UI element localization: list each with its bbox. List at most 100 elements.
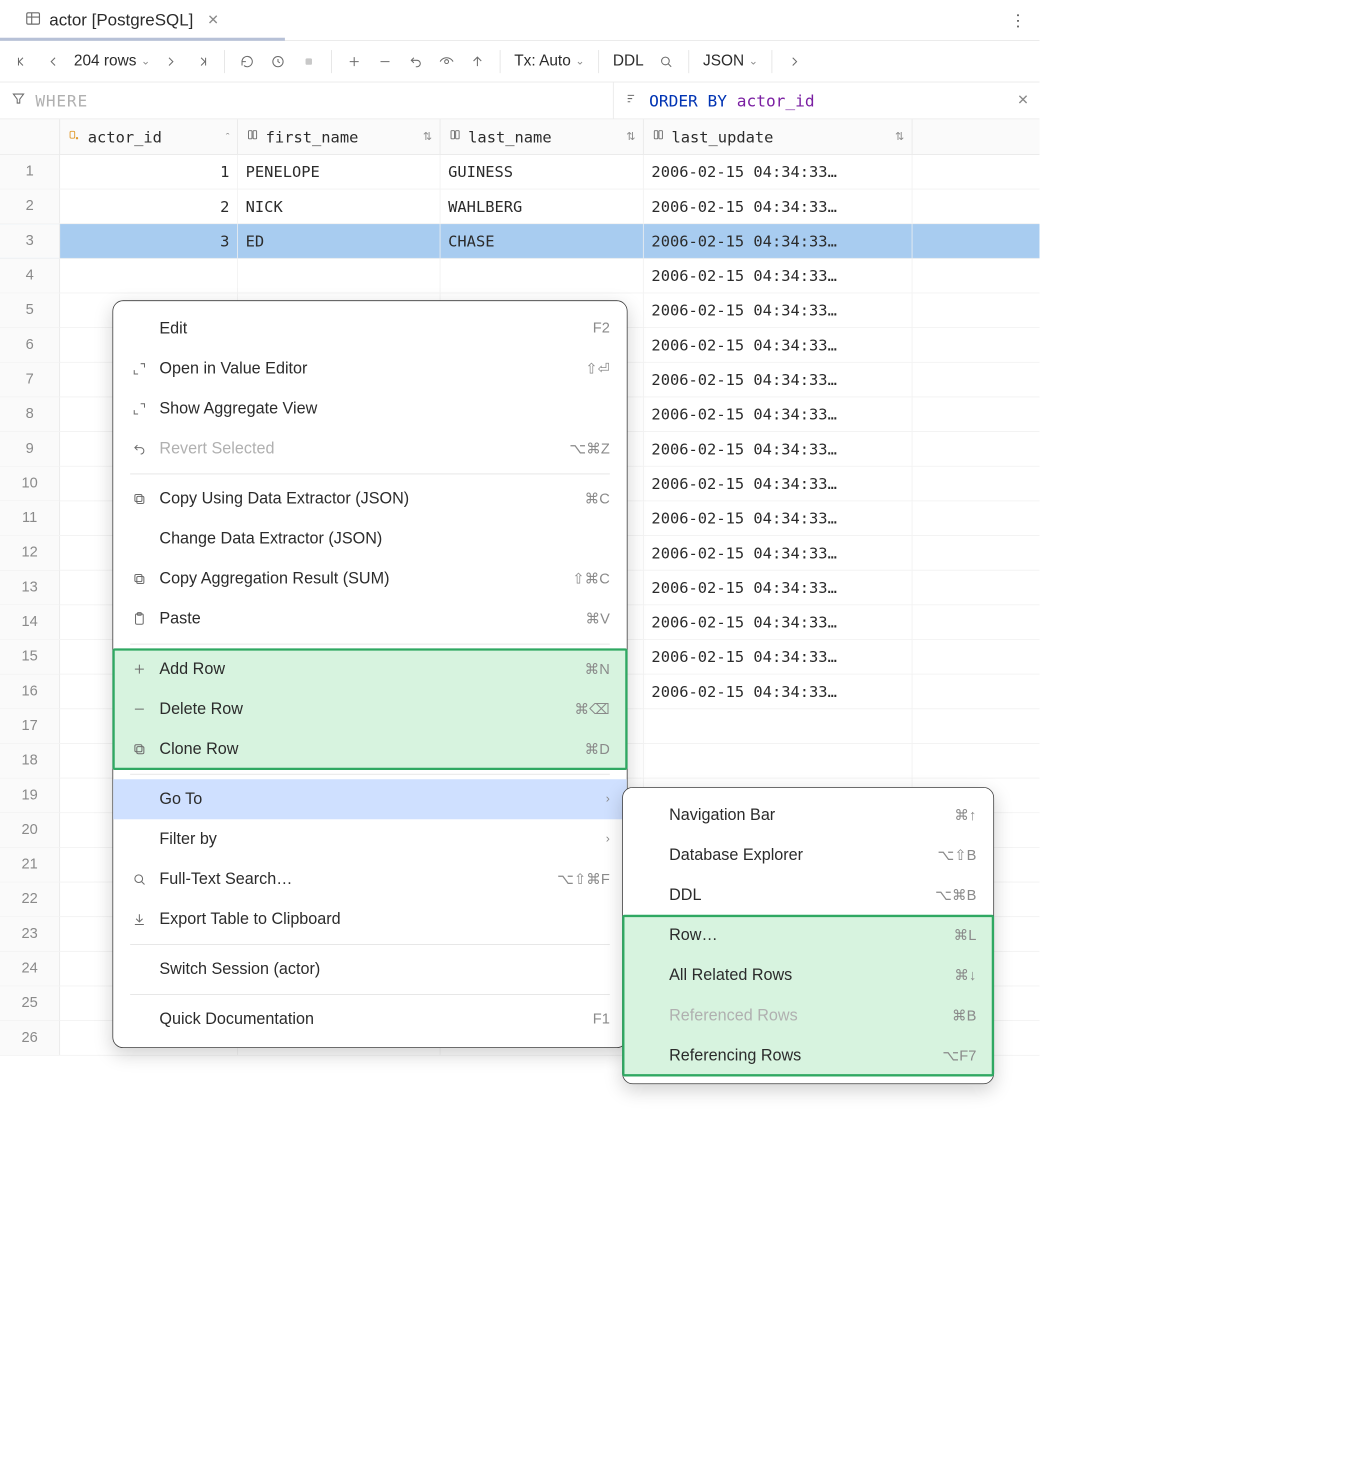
copy-icon bbox=[130, 742, 148, 757]
submenu-highlight-row-nav: Row… ⌘L All Related Rows ⌘↓ Referenced R… bbox=[623, 916, 993, 1076]
settings-next-button[interactable] bbox=[782, 48, 808, 74]
key-column-icon bbox=[68, 128, 82, 146]
cell-last-update[interactable] bbox=[644, 744, 913, 778]
cell-last-update[interactable]: 2006-02-15 04:34:33… bbox=[644, 571, 913, 605]
search-icon bbox=[130, 872, 148, 887]
menu-item-clone-row[interactable]: Clone Row ⌘D bbox=[113, 729, 627, 769]
submenu-item-database-explorer[interactable]: Database Explorer ⌥⇧B bbox=[623, 835, 993, 875]
cell-last-update[interactable]: 2006-02-15 04:34:33… bbox=[644, 536, 913, 570]
column-header-last-update[interactable]: last_update ⇅ bbox=[644, 119, 913, 154]
column-header-last-name[interactable]: last_name ⇅ bbox=[440, 119, 643, 154]
menu-item-delete-row[interactable]: Delete Row ⌘⌫ bbox=[113, 689, 627, 729]
menu-item-edit[interactable]: Edit F2 bbox=[113, 309, 627, 349]
last-page-button[interactable] bbox=[189, 48, 215, 74]
cell-last-update[interactable]: 2006-02-15 04:34:33… bbox=[644, 224, 913, 258]
column-name: last_update bbox=[671, 127, 773, 145]
row-count-dropdown[interactable]: 204 rows ⌄ bbox=[71, 52, 153, 70]
tab-options-button[interactable]: ⋯ bbox=[1008, 12, 1028, 27]
menu-item-add-row[interactable]: Add Row ⌘N bbox=[113, 649, 627, 689]
menu-item-aggregate-view[interactable]: Show Aggregate View bbox=[113, 389, 627, 429]
row-number: 7 bbox=[0, 363, 60, 397]
cell-last-update[interactable]: 2006-02-15 04:34:33… bbox=[644, 328, 913, 362]
cell-actor-id[interactable] bbox=[60, 259, 238, 293]
cell-last-update[interactable]: 2006-02-15 04:34:33… bbox=[644, 467, 913, 501]
menu-item-paste[interactable]: Paste ⌘V bbox=[113, 599, 627, 639]
cell-last-update[interactable]: 2006-02-15 04:34:33… bbox=[644, 640, 913, 674]
submenu-item-navigation-bar[interactable]: Navigation Bar ⌘↑ bbox=[623, 795, 993, 835]
cell-actor-id[interactable]: 2 bbox=[60, 189, 238, 223]
where-filter[interactable]: WHERE bbox=[0, 82, 614, 118]
menu-item-export-clipboard[interactable]: Export Table to Clipboard bbox=[113, 899, 627, 939]
editor-tab[interactable]: actor [PostgreSQL] ✕ bbox=[14, 0, 230, 40]
search-button[interactable] bbox=[653, 48, 679, 74]
submenu-item-row[interactable]: Row… ⌘L bbox=[623, 916, 993, 956]
clear-orderby-button[interactable]: ✕ bbox=[1017, 92, 1029, 108]
extractor-dropdown[interactable]: JSON ⌄ bbox=[698, 52, 762, 70]
cell-last-update[interactable]: 2006-02-15 04:34:33… bbox=[644, 259, 913, 293]
cell-last-name[interactable]: WAHLBERG bbox=[440, 189, 643, 223]
column-header-actor-id[interactable]: actor_id ˆ bbox=[60, 119, 238, 154]
menu-item-go-to[interactable]: Go To › bbox=[113, 779, 627, 819]
menu-item-change-extractor[interactable]: Change Data Extractor (JSON) bbox=[113, 519, 627, 559]
reload-button[interactable] bbox=[234, 48, 260, 74]
menu-item-filter-by[interactable]: Filter by › bbox=[113, 819, 627, 859]
prev-page-button[interactable] bbox=[40, 48, 66, 74]
menu-item-copy-extractor[interactable]: Copy Using Data Extractor (JSON) ⌘C bbox=[113, 479, 627, 519]
stop-button[interactable] bbox=[296, 48, 322, 74]
cell-last-update[interactable]: 2006-02-15 04:34:33… bbox=[644, 605, 913, 639]
add-row-toolbar-button[interactable] bbox=[341, 48, 367, 74]
cell-last-update[interactable]: 2006-02-15 04:34:33… bbox=[644, 675, 913, 709]
cell-last-name[interactable]: CHASE bbox=[440, 224, 643, 258]
sort-handle-icon: ⇅ bbox=[423, 130, 432, 143]
cell-last-update[interactable]: 2006-02-15 04:34:33… bbox=[644, 432, 913, 466]
cell-last-update[interactable]: 2006-02-15 04:34:33… bbox=[644, 155, 913, 189]
cell-actor-id[interactable]: 1 bbox=[60, 155, 238, 189]
row-number: 17 bbox=[0, 709, 60, 743]
submenu-item-ddl[interactable]: DDL ⌥⌘B bbox=[623, 875, 993, 915]
cell-last-update[interactable]: 2006-02-15 04:34:33… bbox=[644, 397, 913, 431]
remove-row-toolbar-button[interactable] bbox=[372, 48, 398, 74]
tx-mode-dropdown[interactable]: Tx: Auto ⌄ bbox=[510, 52, 589, 70]
menu-separator bbox=[130, 944, 610, 945]
first-page-button[interactable] bbox=[9, 48, 35, 74]
ddl-button[interactable]: DDL bbox=[608, 52, 648, 70]
orderby-filter[interactable]: ORDER BY actor_id ✕ bbox=[614, 82, 1040, 118]
cell-last-update[interactable]: 2006-02-15 04:34:33… bbox=[644, 501, 913, 535]
table-row[interactable]: 33EDCHASE2006-02-15 04:34:33… bbox=[0, 224, 1040, 259]
context-menu: Edit F2 Open in Value Editor ⇧⏎ Show Agg… bbox=[112, 300, 627, 1048]
cell-last-update[interactable]: 2006-02-15 04:34:33… bbox=[644, 293, 913, 327]
submenu-item-referencing-rows[interactable]: Referencing Rows ⌥F7 bbox=[623, 1036, 993, 1076]
menu-item-switch-session[interactable]: Switch Session (actor) bbox=[113, 949, 627, 989]
row-number: 24 bbox=[0, 952, 60, 986]
column-header-first-name[interactable]: first_name ⇅ bbox=[238, 119, 441, 154]
cell-first-name[interactable]: ED bbox=[238, 224, 441, 258]
row-number: 3 bbox=[0, 224, 60, 258]
row-number: 5 bbox=[0, 293, 60, 327]
cell-last-name[interactable] bbox=[440, 259, 643, 293]
submit-button[interactable] bbox=[464, 48, 490, 74]
cell-last-name[interactable]: GUINESS bbox=[440, 155, 643, 189]
menu-item-open-value-editor[interactable]: Open in Value Editor ⇧⏎ bbox=[113, 349, 627, 389]
table-row[interactable]: 22NICKWAHLBERG2006-02-15 04:34:33… bbox=[0, 189, 1040, 224]
next-page-button[interactable] bbox=[158, 48, 184, 74]
cell-first-name[interactable] bbox=[238, 259, 441, 293]
table-row[interactable]: 11PENELOPEGUINESS2006-02-15 04:34:33… bbox=[0, 155, 1040, 190]
submenu-item-all-related-rows[interactable]: All Related Rows ⌘↓ bbox=[623, 956, 993, 996]
menu-item-copy-aggregation[interactable]: Copy Aggregation Result (SUM) ⇧⌘C bbox=[113, 559, 627, 599]
auto-reload-button[interactable] bbox=[265, 48, 291, 74]
cell-first-name[interactable]: NICK bbox=[238, 189, 441, 223]
commit-preview-button[interactable] bbox=[433, 48, 459, 74]
menu-highlight-row-ops: Add Row ⌘N Delete Row ⌘⌫ Clone Row ⌘D bbox=[113, 649, 627, 769]
cell-actor-id[interactable]: 3 bbox=[60, 224, 238, 258]
cell-last-update[interactable] bbox=[644, 709, 913, 743]
menu-item-full-text-search[interactable]: Full-Text Search… ⌥⇧⌘F bbox=[113, 859, 627, 899]
cell-last-update[interactable]: 2006-02-15 04:34:33… bbox=[644, 189, 913, 223]
menu-item-quick-documentation[interactable]: Quick Documentation F1 bbox=[113, 999, 627, 1039]
revert-button[interactable] bbox=[403, 48, 429, 74]
table-row[interactable]: 42006-02-15 04:34:33… bbox=[0, 259, 1040, 294]
tab-bar: actor [PostgreSQL] ✕ ⋯ bbox=[0, 0, 1040, 41]
cell-first-name[interactable]: PENELOPE bbox=[238, 155, 441, 189]
paste-icon bbox=[130, 611, 148, 626]
tab-close-button[interactable]: ✕ bbox=[207, 12, 219, 28]
cell-last-update[interactable]: 2006-02-15 04:34:33… bbox=[644, 363, 913, 397]
